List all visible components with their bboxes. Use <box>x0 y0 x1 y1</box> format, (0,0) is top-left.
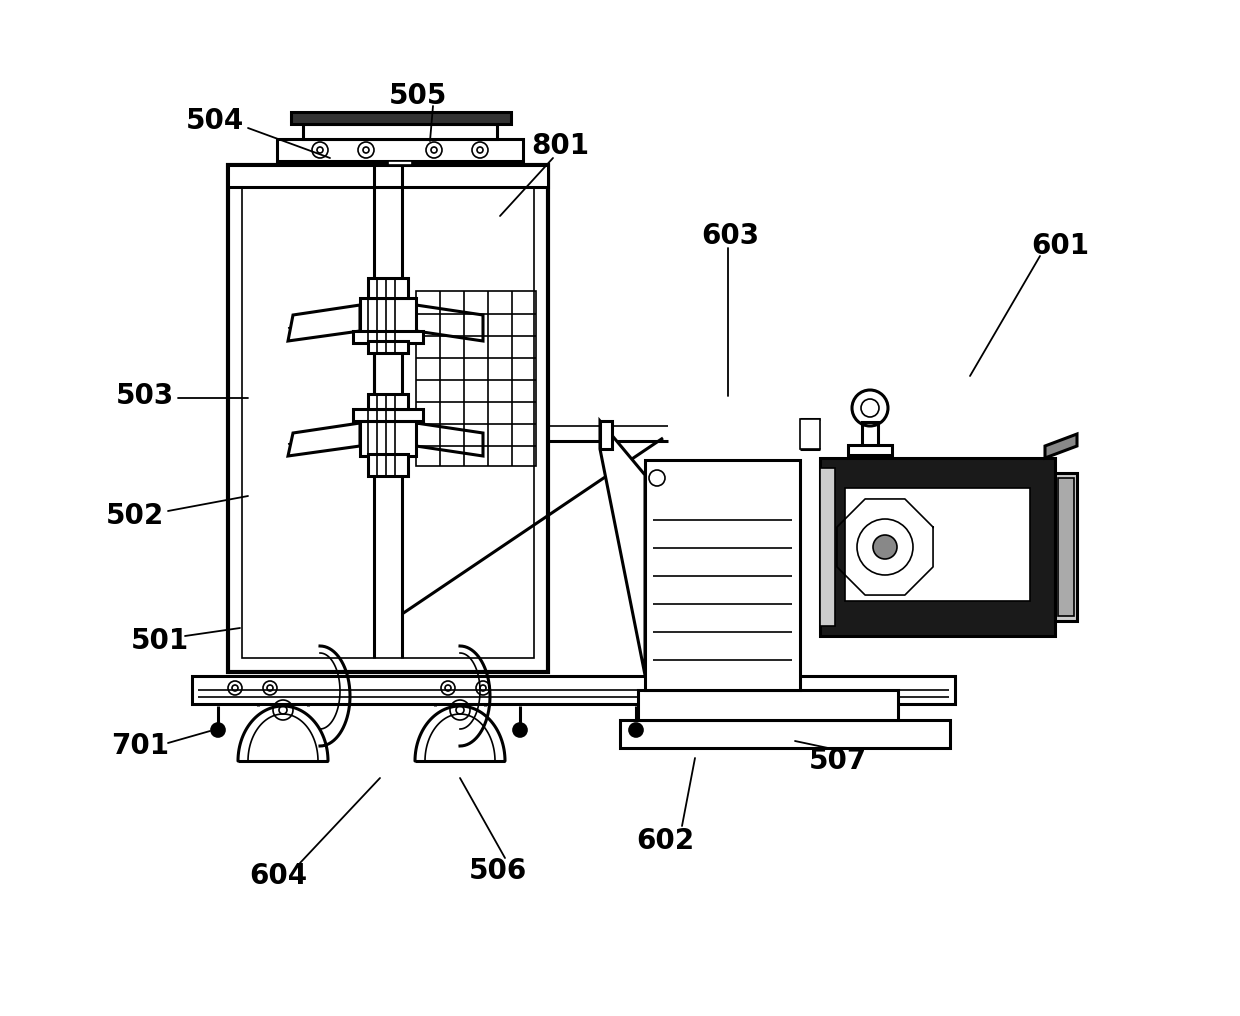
Text: 502: 502 <box>105 502 164 530</box>
Circle shape <box>513 723 527 737</box>
Bar <box>862 422 878 450</box>
Circle shape <box>873 535 897 559</box>
Bar <box>242 179 534 658</box>
Bar <box>277 139 523 161</box>
Text: 601: 601 <box>1030 232 1089 260</box>
Bar <box>353 331 423 343</box>
Bar <box>645 460 800 690</box>
Bar <box>368 341 408 353</box>
Polygon shape <box>600 421 645 675</box>
Bar <box>639 690 898 720</box>
Polygon shape <box>288 305 360 341</box>
Text: 604: 604 <box>249 862 308 890</box>
Text: 504: 504 <box>186 107 244 135</box>
Bar <box>600 421 613 449</box>
Bar <box>291 112 511 124</box>
Polygon shape <box>288 423 360 456</box>
Bar <box>415 291 536 466</box>
Text: 506: 506 <box>469 858 527 885</box>
Text: 602: 602 <box>636 827 694 855</box>
Bar <box>820 458 1055 636</box>
Polygon shape <box>1045 434 1078 458</box>
Text: 501: 501 <box>131 627 188 655</box>
Polygon shape <box>415 305 484 341</box>
Text: 507: 507 <box>808 747 867 775</box>
Bar <box>353 409 423 421</box>
Text: 801: 801 <box>531 132 589 160</box>
Polygon shape <box>415 423 484 456</box>
Bar <box>303 124 497 139</box>
Bar <box>360 298 415 333</box>
Circle shape <box>629 723 644 737</box>
Circle shape <box>211 723 224 737</box>
Bar <box>228 165 548 672</box>
Bar <box>848 445 892 455</box>
Bar <box>820 468 835 626</box>
Bar <box>228 165 548 187</box>
Bar <box>192 676 955 704</box>
Text: 505: 505 <box>389 82 448 110</box>
Bar <box>800 419 820 449</box>
Bar <box>388 161 412 165</box>
Text: 701: 701 <box>112 732 169 760</box>
Bar <box>1055 473 1078 621</box>
Bar <box>1058 478 1074 616</box>
Text: 503: 503 <box>115 382 174 410</box>
Bar <box>844 488 1030 601</box>
Circle shape <box>857 519 913 575</box>
Bar <box>620 720 950 748</box>
Bar <box>360 421 415 456</box>
Bar <box>368 454 408 477</box>
Bar <box>368 278 408 298</box>
Bar <box>368 394 408 409</box>
Text: 603: 603 <box>701 223 759 250</box>
